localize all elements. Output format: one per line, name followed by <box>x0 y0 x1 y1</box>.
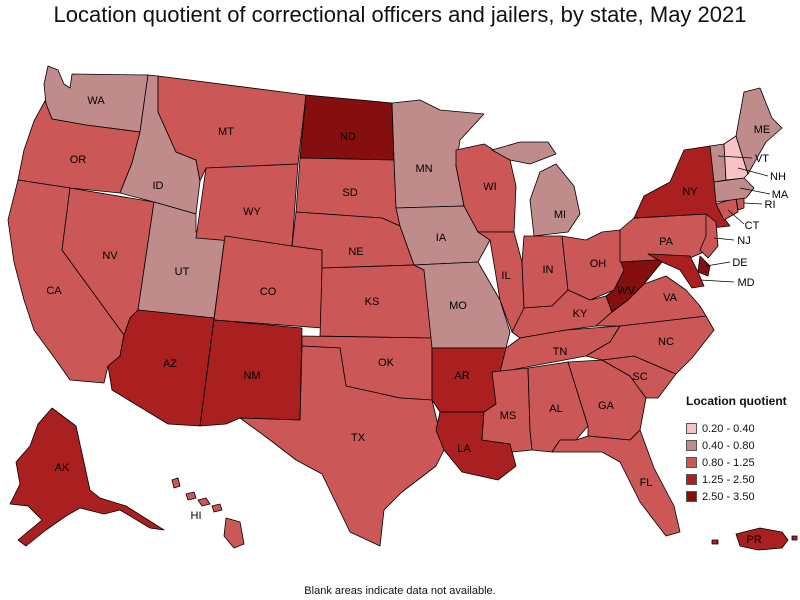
label-ME: ME <box>754 124 771 136</box>
state-MO[interactable] <box>413 261 511 349</box>
label-PR: PR <box>746 534 761 546</box>
legend-item: 1.25 - 2.50 <box>686 471 796 488</box>
legend-label: 1.25 - 2.50 <box>702 473 755 486</box>
map-legend: Location quotient 0.20 - 0.40 0.40 - 0.8… <box>686 394 796 505</box>
legend-label: 0.20 - 0.40 <box>702 422 755 435</box>
label-CA: CA <box>46 285 62 297</box>
legend-label: 2.50 - 3.50 <box>702 490 755 503</box>
label-AR: AR <box>454 370 469 382</box>
label-NV: NV <box>102 250 118 262</box>
label-NY: NY <box>682 186 698 198</box>
label-CO: CO <box>260 286 277 298</box>
label-AZ: AZ <box>163 358 177 370</box>
label-ID: ID <box>153 180 164 192</box>
legend-item: 0.20 - 0.40 <box>686 420 796 437</box>
leader-line-ma <box>739 187 771 195</box>
state-FL[interactable] <box>551 429 681 537</box>
label-RI: RI <box>765 199 776 211</box>
state-ND[interactable] <box>299 94 395 161</box>
label-HI: HI <box>191 510 202 522</box>
leader-line-ct <box>727 209 745 225</box>
label-MT: MT <box>218 126 234 138</box>
label-AK: AK <box>55 462 70 474</box>
label-IL: IL <box>501 270 510 282</box>
label-IA: IA <box>436 232 447 244</box>
label-SC: SC <box>632 371 647 383</box>
label-TN: TN <box>553 346 568 358</box>
label-OH: OH <box>590 258 607 270</box>
state-TX[interactable] <box>239 345 445 547</box>
label-NJ: NJ <box>737 235 750 247</box>
legend-item: 0.40 - 0.80 <box>686 437 796 454</box>
label-MN: MN <box>415 163 432 175</box>
label-MA: MA <box>772 189 789 201</box>
footnote: Blank areas indicate data not available. <box>304 585 496 597</box>
state-NJ[interactable] <box>699 213 719 259</box>
label-MD: MD <box>737 277 754 289</box>
label-PA: PA <box>659 236 674 248</box>
map-title: Location quotient of correctional office… <box>53 2 747 27</box>
state-CO[interactable] <box>213 235 323 329</box>
state-MA[interactable] <box>713 177 755 203</box>
legend-swatch <box>686 440 697 451</box>
state-AK[interactable] <box>9 407 165 547</box>
legend-swatch <box>686 457 697 468</box>
label-IN: IN <box>543 264 554 276</box>
label-TX: TX <box>351 432 366 444</box>
label-VT: VT <box>755 153 769 165</box>
leader-line-nj <box>713 237 735 241</box>
label-VA: VA <box>663 292 678 304</box>
leader-line-vt <box>717 155 753 159</box>
label-NC: NC <box>658 336 674 348</box>
label-NH: NH <box>770 171 786 183</box>
legend-swatch <box>686 474 697 485</box>
label-GA: GA <box>598 400 615 412</box>
state-PR[interactable] <box>711 527 798 551</box>
label-OK: OK <box>378 357 395 369</box>
label-ND: ND <box>340 131 356 143</box>
label-KS: KS <box>365 296 380 308</box>
state-ME[interactable] <box>735 87 783 175</box>
leader-line-md <box>699 279 735 283</box>
leader-line-nh <box>737 167 769 177</box>
legend-item: 2.50 - 3.50 <box>686 488 796 505</box>
state-NC[interactable] <box>585 315 715 375</box>
legend-label: 0.80 - 1.25 <box>702 456 755 469</box>
label-UT: UT <box>175 266 190 278</box>
label-CT: CT <box>745 220 760 232</box>
label-OR: OR <box>70 154 87 166</box>
state-DE[interactable] <box>697 255 711 277</box>
state-MT[interactable] <box>157 75 307 182</box>
label-FL: FL <box>640 477 653 489</box>
legend-title: Location quotient <box>686 394 787 408</box>
legend-label: 0.40 - 0.80 <box>702 439 755 452</box>
label-MS: MS <box>500 410 517 422</box>
label-KY: KY <box>573 308 588 320</box>
label-SD: SD <box>342 187 357 199</box>
label-WY: WY <box>243 206 261 218</box>
label-WV: WV <box>617 285 635 297</box>
label-NE: NE <box>348 246 363 258</box>
state-HI[interactable] <box>171 477 245 549</box>
label-LA: LA <box>457 443 471 455</box>
legend-swatch <box>686 423 697 434</box>
label-MO: MO <box>449 300 467 312</box>
label-WI: WI <box>483 181 496 193</box>
label-AL: AL <box>549 403 562 415</box>
legend-swatch <box>686 491 697 502</box>
label-DE: DE <box>732 257 747 269</box>
state-MD[interactable] <box>647 253 705 289</box>
label-NM: NM <box>243 370 260 382</box>
state-MI[interactable] <box>491 141 581 237</box>
leader-line-de <box>705 261 731 267</box>
label-MI: MI <box>554 209 566 221</box>
leader-line-ri <box>743 202 763 205</box>
label-WA: WA <box>87 95 105 107</box>
state-labels: WA OR CA NV ID UT AZ MT WY CO NM ND SD N… <box>46 95 789 546</box>
legend-item: 0.80 - 1.25 <box>686 454 796 471</box>
